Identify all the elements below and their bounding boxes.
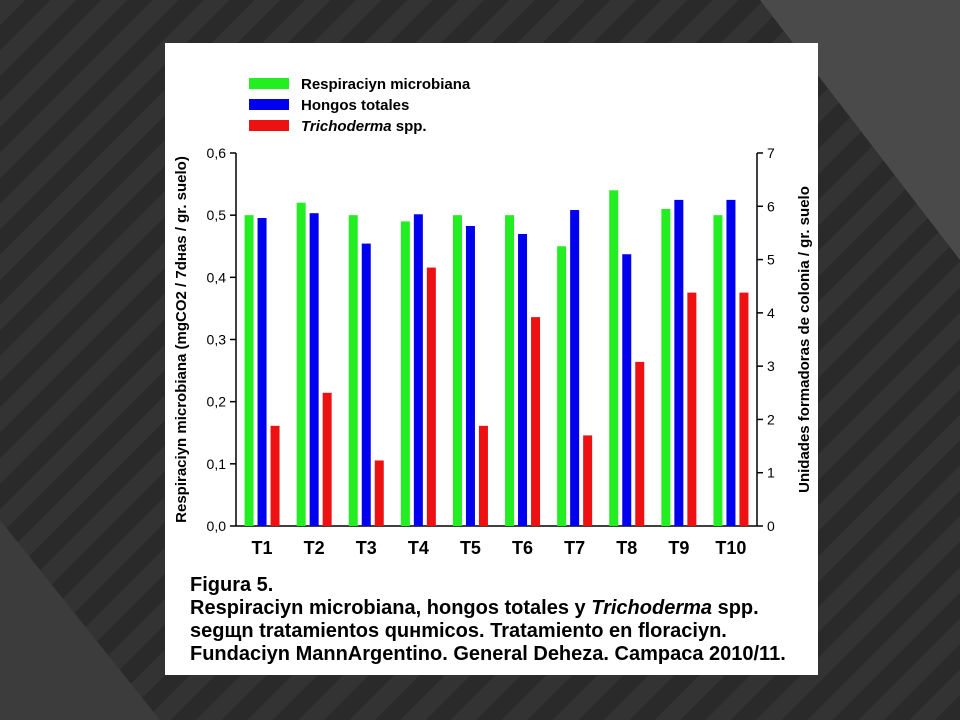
legend-label: Hongos totales [301, 97, 409, 114]
slide-panel: Respiraciyn microbiana Hongos totales Tric… [165, 43, 818, 675]
bar-hongos [674, 199, 684, 527]
category-label: T2 [304, 538, 325, 558]
bar-hongos [518, 233, 528, 526]
left-tick-label: 0,6 [207, 145, 227, 161]
bar-respiracion [296, 202, 306, 526]
bar-hongos [361, 243, 371, 527]
category-label: T3 [356, 538, 377, 558]
legend-swatch [249, 78, 289, 89]
bar-trichoderma [531, 317, 541, 526]
legend-label-italic: Trichoderma [301, 118, 392, 135]
background-decoration [0, 520, 160, 720]
legend-label-suffix: spp. [392, 118, 427, 135]
right-tick-label: 4 [767, 305, 775, 321]
bar-hongos [309, 213, 319, 526]
bar-respiracion [244, 215, 254, 526]
legend-label: Trichoderma spp. [301, 118, 427, 135]
left-tick-label: 0,2 [207, 394, 227, 410]
legend-swatch [249, 99, 289, 110]
right-tick-label: 6 [767, 198, 775, 214]
figure-caption: Figura 5. Respiraciyn microbiana, hongos… [190, 574, 810, 666]
bar-hongos [413, 214, 423, 526]
bar-trichoderma [583, 435, 593, 526]
right-tick-label: 7 [767, 145, 775, 161]
left-tick-label: 0,4 [207, 269, 227, 285]
right-tick-label: 2 [767, 411, 775, 427]
bar-trichoderma [270, 425, 280, 526]
bar-hongos [622, 254, 632, 526]
bar-respiracion [609, 190, 619, 527]
bar-respiracion [713, 215, 723, 526]
left-tick-label: 0,1 [207, 456, 227, 472]
bar-respiracion [505, 215, 515, 526]
left-tick-label: 0,5 [207, 207, 227, 223]
bar-respiracion [557, 246, 567, 526]
bar-trichoderma [478, 425, 488, 526]
category-label: T10 [715, 538, 746, 558]
left-tick-label: 0,0 [207, 518, 227, 534]
caption-line-3: segщn tratamientos quнmicos. Tratamiento… [190, 620, 727, 642]
bars [244, 190, 749, 527]
category-label: T5 [460, 538, 481, 558]
bar-hongos [570, 210, 580, 526]
caption-line-4: Fundaciyn MannArgentino. General Deheza.… [190, 643, 786, 665]
legend: Respiraciyn microbiana Hongos totales Tric… [249, 76, 471, 135]
bar-trichoderma [739, 292, 749, 526]
caption-species: Trichoderma [591, 597, 713, 619]
caption-text: spp. [712, 597, 759, 619]
legend-swatch [249, 120, 289, 131]
bar-hongos [257, 218, 267, 526]
category-label: T8 [616, 538, 637, 558]
bar-respiracion [400, 221, 410, 526]
bar-trichoderma [374, 460, 384, 526]
caption-text: Respiraciyn microbiana, hongos totales y [190, 597, 592, 619]
bar-respiracion [661, 208, 671, 526]
category-label: T6 [512, 538, 533, 558]
bar-trichoderma [635, 361, 645, 526]
bar-trichoderma [687, 292, 697, 526]
right-axis-title: Unidades formadoras de colonia / gr. sue… [796, 186, 813, 493]
bar-trichoderma [322, 392, 332, 526]
category-label: T7 [564, 538, 585, 558]
left-axis-title: Respiraciyn microbiana (mgCO2 / 7dнas / … [173, 156, 190, 523]
caption-line-2: Respiraciyn microbiana, hongos totales y… [190, 597, 810, 620]
right-tick-label: 5 [767, 252, 775, 268]
left-tick-label: 0,3 [207, 332, 227, 348]
right-tick-label: 3 [767, 358, 775, 374]
bar-chart: Respiraciyn microbiana Hongos totales Tric… [173, 76, 813, 558]
bar-respiracion [348, 215, 358, 526]
right-tick-label: 1 [767, 465, 775, 481]
legend-label: Respiraciyn microbiana [301, 76, 471, 93]
bar-respiracion [452, 215, 462, 526]
bar-trichoderma [426, 267, 436, 526]
caption-title: Figura 5. [190, 574, 274, 596]
bar-hongos [726, 199, 736, 527]
bar-hongos [465, 226, 475, 526]
category-label: T9 [668, 538, 689, 558]
right-tick-label: 0 [767, 518, 775, 534]
category-label: T4 [408, 538, 429, 558]
category-label: T1 [252, 538, 273, 558]
axes: 0,0 0,1 0,2 0,3 0,4 0,5 0,6 0 1 2 3 4 5 6 7 Respiraciyn… [173, 145, 813, 558]
